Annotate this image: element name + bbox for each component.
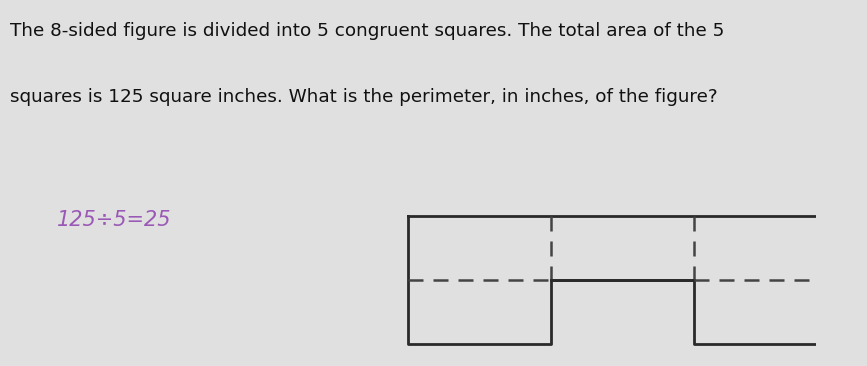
Text: The 8-sided figure is divided into 5 congruent squares. The total area of the 5: The 8-sided figure is divided into 5 con… — [10, 22, 724, 40]
Text: squares is 125 square inches. What is the perimeter, in inches, of the figure?: squares is 125 square inches. What is th… — [10, 88, 717, 106]
Text: 125÷5=25: 125÷5=25 — [57, 210, 172, 229]
